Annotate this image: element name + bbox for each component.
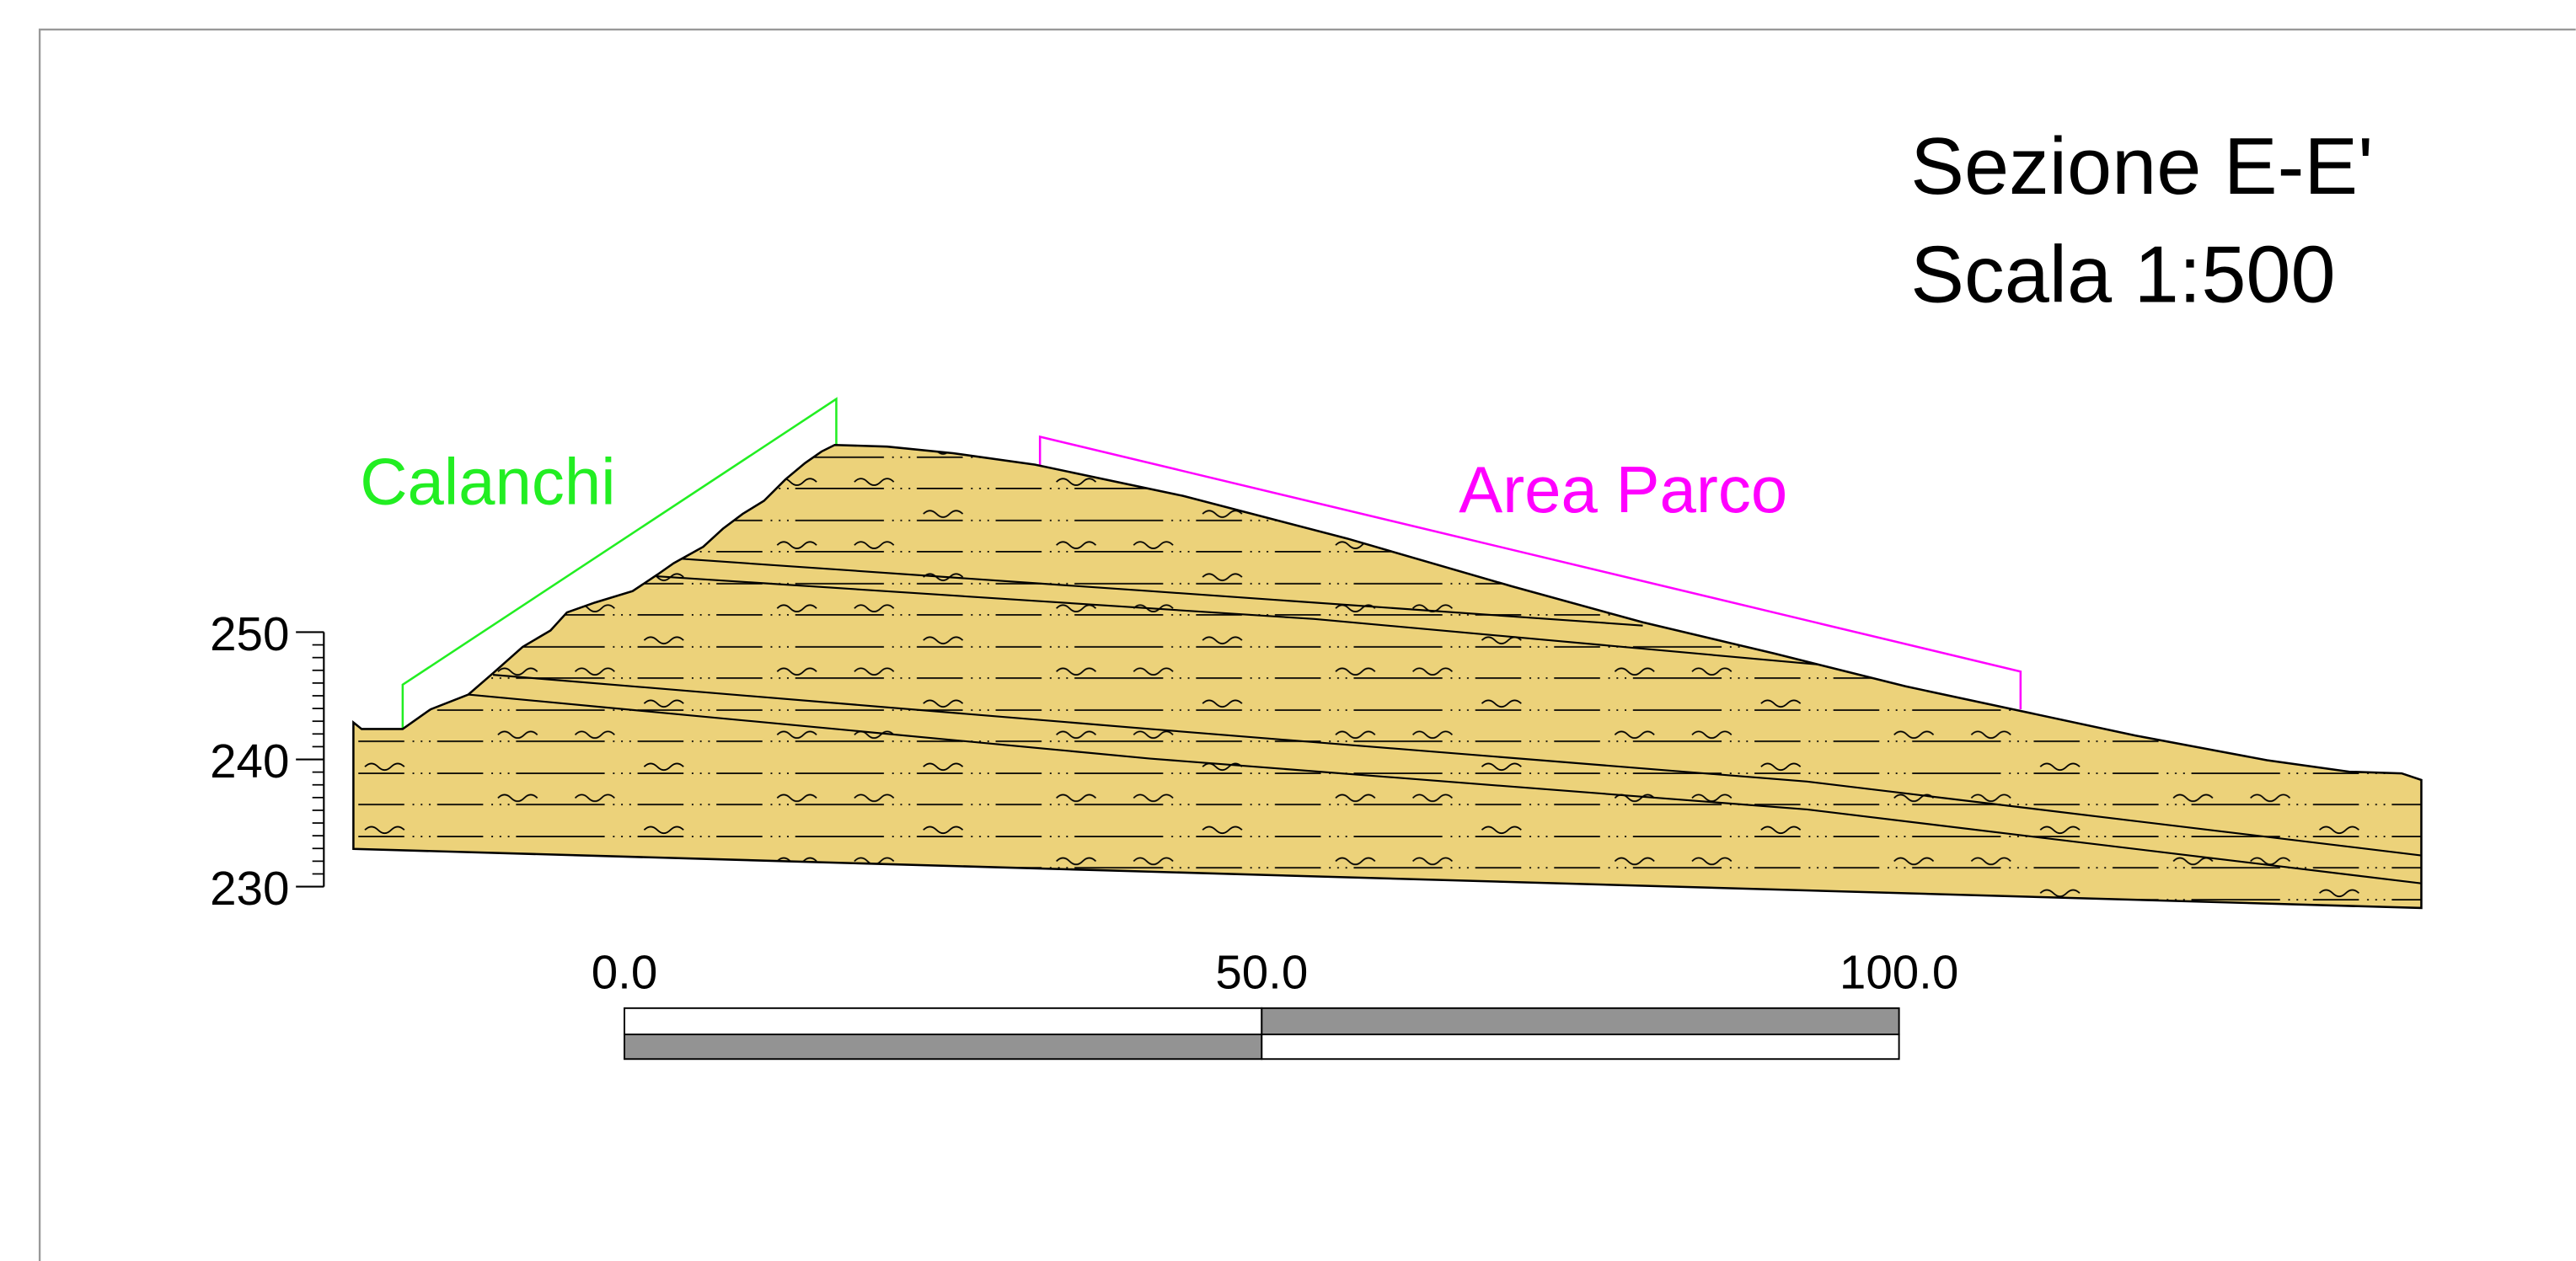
area-parco-zone-bracket (1038, 435, 2022, 710)
scale-bar-segment-top-1 (1261, 1007, 1900, 1035)
zone-label-calanchi: Calanchi (360, 444, 615, 518)
elevation-label-250: 250 (210, 607, 289, 660)
elevation-axis: 250 240 230 (210, 607, 325, 915)
page-frame (38, 28, 2576, 1261)
scale-bar-segment-top-0 (624, 1007, 1263, 1035)
elevation-label-240: 240 (210, 735, 289, 788)
strata-boundary-2 (656, 575, 1824, 666)
terrain-section (352, 443, 2423, 910)
strata-boundary-1 (673, 557, 1643, 627)
scale-bar-label-100: 100.0 (1840, 945, 1958, 998)
scale-bar: 0.0 50.0 100.0 (592, 945, 1958, 1061)
scale-bar-segment-bottom-1 (1261, 1034, 1900, 1061)
scale-bar-label-0: 0.0 (592, 945, 658, 998)
section-title: Sezione E-E' (1910, 122, 2373, 211)
calanchi-zone-bracket (401, 397, 838, 729)
zone-label-area-parco: Area Parco (1459, 452, 1787, 526)
terrain-outline (352, 443, 2423, 910)
scale-ratio: Scala 1:500 (1910, 231, 2335, 320)
scale-bar-label-50: 50.0 (1215, 945, 1308, 998)
strata-boundary-3 (492, 674, 2422, 857)
scale-bar-segment-bottom-0 (624, 1034, 1263, 1061)
elevation-label-230: 230 (210, 862, 289, 915)
elevation-major-ticks: 250 240 230 (210, 607, 324, 915)
strata-boundary-4 (468, 693, 2422, 884)
